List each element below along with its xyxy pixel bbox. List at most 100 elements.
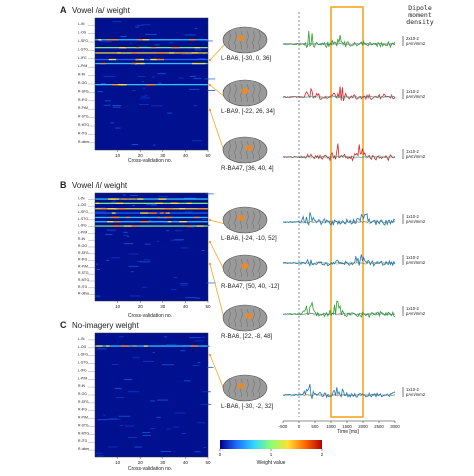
heatmap-hot-cell [121,198,127,200]
connector-line [209,43,226,61]
heatmap-cell [203,447,207,448]
row-label: L-IN [78,337,85,341]
heatmap-cell [150,400,155,402]
heatmap-hot-cell [129,198,136,200]
panel-c-title: No-imagery weight [72,321,139,330]
heatmap-hot-cell [156,52,166,54]
brain-surface [222,136,268,164]
brain-sulcus [227,30,231,50]
xtick-label: 40 [183,460,189,465]
brain-label: L-BA9, [-22, 26, 34] [221,108,275,115]
heatmap-cell [181,53,193,55]
heatmap-cell [174,230,183,232]
brain-sulcus [251,258,255,278]
heatmap-background [95,333,208,457]
heatmap-cell [206,40,213,42]
brain-sulcus [245,140,249,160]
brain-focus [241,88,249,94]
scale-label-value: 1x10-2 [406,214,419,219]
heatmap-hot-cell [136,58,144,61]
heatmap-bright-row [95,62,208,65]
heatmap-hot-cell [95,202,100,204]
heatmap-cell [158,196,168,198]
time-axis: -500 0 500 1000 1500 2000 2500 3000 [279,420,400,429]
heatmap-hot-cell [165,212,169,214]
connector-line [209,241,226,273]
heatmap-cell [135,26,140,28]
heatmap-bright-row [95,216,208,219]
brain-sulcus [245,308,249,328]
row-label: R-IFG [78,408,88,412]
heatmap-cell [197,58,206,60]
connector-dot [208,218,212,222]
heatmap-hot-cell [108,58,117,61]
connector-lines [208,43,226,393]
heatmap-cell [141,286,148,288]
trace-line [282,95,396,99]
panel-b-letter: B [60,180,67,190]
brain-sulcus [239,210,243,230]
row-label: L-OG [78,203,87,207]
heatmap-cell [105,234,113,235]
heatmap-cell [106,259,110,261]
heatmap-cell [134,446,142,448]
brain-focus [237,215,245,221]
connector-line [209,84,226,98]
row-label: L-IFG [78,56,87,60]
heatmap-cell [97,91,103,93]
time-axis-label: Time [ms] [337,429,359,435]
heatmap-cell [154,44,160,46]
heatmap-cell [170,289,177,291]
trace-line [282,384,396,399]
brain-sulcus [251,140,255,160]
heatmap-hot-cell [157,216,161,219]
heatmap-cell [188,88,200,90]
heatmap-cell [144,95,148,97]
panel-a-xlabel: Cross-validation no. [128,158,172,164]
heatmap-cell [127,235,130,237]
heatmap-cell [206,366,214,368]
heatmap-cell [134,64,138,66]
panel-b-title: Vowel /i/ weight [72,181,128,190]
brain-focus [237,35,245,41]
heatmap-cell [108,446,118,448]
heatmap-cell [123,231,128,233]
brain-sulcus [245,378,249,398]
scale-label-unit: pAm/mm2 [406,219,426,224]
heatmap-hot-cell [140,221,149,223]
xtick-label: 40 [183,304,189,309]
heatmap-hot-cell [111,84,118,86]
heatmap-cell [96,455,104,457]
heatmap-hot-cell [197,62,206,65]
heatmap-hot-cell [191,52,199,54]
heatmap-cell [108,418,118,420]
heatmap-cell [206,90,216,91]
brain-sulcus [227,258,231,278]
heatmap-hot-cell [96,345,103,347]
brain-label: L-BA6, [-30, -2, 32] [221,403,274,410]
connector-dot [208,240,212,244]
panel-c-xlabel: Cross-validation no. [128,466,172,472]
heatmap-cell [169,42,174,44]
panel-a-letter: A [60,5,67,15]
heatmap-hot-cell [160,212,164,214]
brain-sulcus [239,30,243,50]
heatmap-hot-cell [120,345,130,347]
time-tick-label: 1500 [342,424,352,429]
brain-sulcus [233,308,237,328]
heatmap-cell [194,340,204,342]
xtick-label: 10 [115,304,121,309]
row-label: L-IN [78,22,85,26]
heatmap-cell [194,28,198,30]
connector-line [209,219,226,225]
brain-5: R-BA47, [50, 40, -12] [221,254,279,290]
heatmap-hot-cell [111,212,116,214]
heatmap-cell [184,211,193,213]
row-label: R-ITG [78,285,88,289]
heatmap-hot-cell [171,202,179,204]
row-label: L-STG [78,217,88,221]
heatmap-hot-cell [194,216,200,219]
heatmap-cell [137,76,145,77]
heatmap-hot-cell [117,84,125,86]
row-label: L-PrM [78,64,87,68]
